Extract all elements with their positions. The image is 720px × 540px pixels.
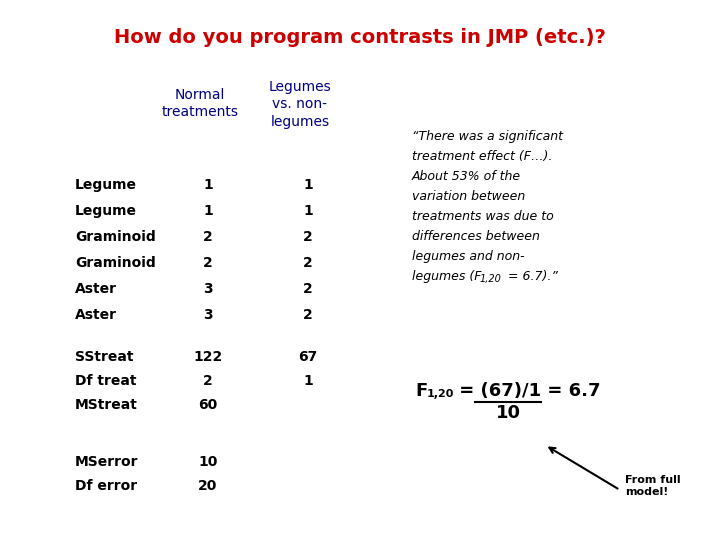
Text: Legumes
vs. non-
legumes: Legumes vs. non- legumes (269, 80, 331, 129)
Text: 2: 2 (203, 230, 213, 244)
Text: variation between: variation between (412, 190, 526, 203)
Text: Graminoid: Graminoid (75, 256, 156, 270)
Text: MStreat: MStreat (75, 398, 138, 412)
Text: = (67)/1 = 6.7: = (67)/1 = 6.7 (453, 382, 600, 400)
Text: 20: 20 (198, 479, 217, 493)
Text: 10: 10 (495, 404, 521, 422)
Text: = 6.7).”: = 6.7).” (504, 270, 558, 283)
Text: Legume: Legume (75, 204, 137, 218)
Text: differences between: differences between (412, 230, 540, 243)
Text: Df treat: Df treat (75, 374, 137, 388)
Text: Legume: Legume (75, 178, 137, 192)
Text: F: F (415, 382, 427, 400)
Text: MSerror: MSerror (75, 455, 138, 469)
Text: 3: 3 (203, 308, 213, 322)
Text: 1,20: 1,20 (480, 274, 502, 284)
Text: 2: 2 (303, 282, 313, 296)
Text: 1: 1 (203, 204, 213, 218)
Text: 2: 2 (203, 374, 213, 388)
Text: 1: 1 (203, 178, 213, 192)
Text: legumes and non-: legumes and non- (412, 250, 525, 263)
Text: “There was a significant: “There was a significant (412, 130, 563, 143)
Text: 1,20: 1,20 (427, 389, 454, 399)
Text: 1: 1 (303, 178, 313, 192)
Text: Df error: Df error (75, 479, 137, 493)
Text: Graminoid: Graminoid (75, 230, 156, 244)
Text: 1: 1 (303, 374, 313, 388)
Text: 2: 2 (303, 308, 313, 322)
Text: How do you program contrasts in JMP (etc.)?: How do you program contrasts in JMP (etc… (114, 28, 606, 47)
Text: 122: 122 (194, 350, 222, 364)
Text: 2: 2 (303, 256, 313, 270)
Text: Aster: Aster (75, 308, 117, 322)
Text: legumes (F: legumes (F (412, 270, 482, 283)
Text: treatments was due to: treatments was due to (412, 210, 554, 223)
Text: 10: 10 (198, 455, 217, 469)
Text: About 53% of the: About 53% of the (412, 170, 521, 183)
Text: 1: 1 (303, 204, 313, 218)
Text: 2: 2 (303, 230, 313, 244)
Text: From full
model!: From full model! (625, 475, 680, 497)
Text: Aster: Aster (75, 282, 117, 296)
Text: 2: 2 (203, 256, 213, 270)
Text: Normal
treatments: Normal treatments (161, 88, 238, 119)
Text: 67: 67 (298, 350, 318, 364)
Text: SStreat: SStreat (75, 350, 133, 364)
Text: 60: 60 (199, 398, 217, 412)
Text: treatment effect (F…).: treatment effect (F…). (412, 150, 552, 163)
Text: 3: 3 (203, 282, 213, 296)
